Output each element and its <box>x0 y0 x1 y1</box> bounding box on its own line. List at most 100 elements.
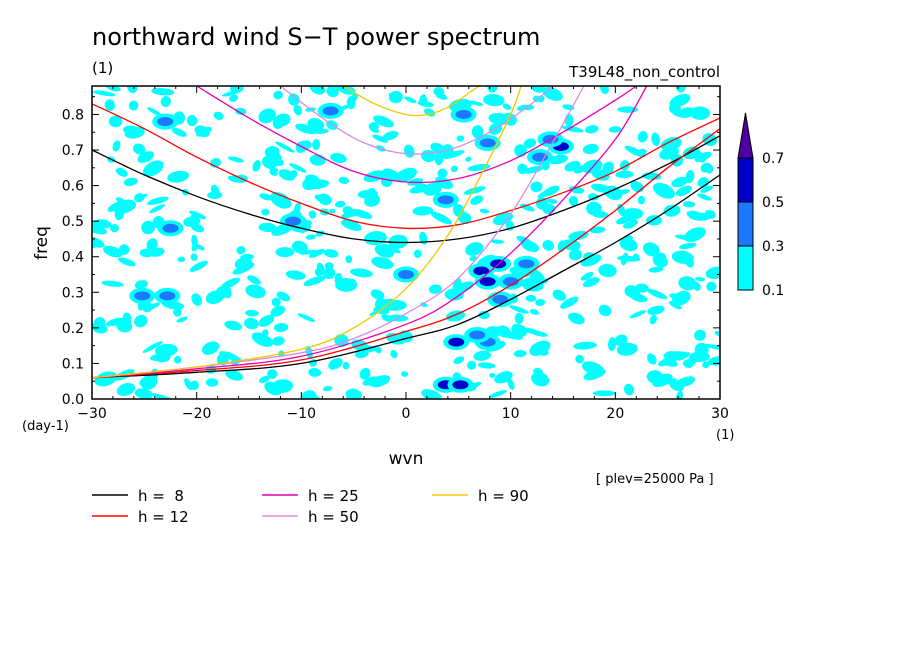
speckle-contour <box>245 284 266 299</box>
speckle-contour <box>568 249 582 261</box>
speckle-contour <box>258 108 276 124</box>
speckle-contour <box>134 314 148 328</box>
speckle-contour <box>706 281 717 292</box>
speckle-contour <box>258 375 270 384</box>
speckle-contour <box>581 361 605 376</box>
speckle-contour <box>582 277 600 288</box>
speckle-contour <box>236 246 246 255</box>
speckle-contour <box>267 369 278 379</box>
speckle-contour <box>442 150 465 159</box>
speckle-contour <box>351 93 358 101</box>
colorbar-label: 0.5 <box>762 195 784 211</box>
speckle-contour <box>334 272 343 286</box>
speckle-contour <box>507 378 515 390</box>
power-region <box>492 294 509 304</box>
speckle-contour <box>573 165 585 174</box>
speckle-contour <box>303 275 326 287</box>
speckle-contour <box>229 94 239 102</box>
speckle-contour <box>190 253 198 261</box>
speckle-contour <box>295 123 318 135</box>
speckle-contour <box>93 90 116 97</box>
power-region-core <box>476 268 486 274</box>
speckle-contour <box>430 211 452 225</box>
speckle-contour <box>122 312 132 326</box>
speckle-contour <box>308 210 317 219</box>
speckle-contour <box>258 222 277 233</box>
speckle-contour <box>173 307 182 317</box>
speckle-contour <box>247 275 261 285</box>
speckle-contour <box>305 234 317 240</box>
speckle-contour <box>662 378 677 385</box>
x-tick-label: −20 <box>182 406 212 422</box>
speckle-contour <box>479 208 490 214</box>
speckle-contour <box>118 257 136 267</box>
power-region <box>502 277 519 287</box>
speckle-contour <box>142 341 163 353</box>
speckle-contour <box>635 148 647 157</box>
speckle-contour <box>457 211 472 225</box>
speckle-contour <box>615 170 634 179</box>
speckle-contour <box>420 302 428 308</box>
speckle-contour <box>456 135 465 142</box>
speckle-contour <box>637 131 648 143</box>
chart-title: northward wind S−T power spectrum <box>92 23 540 51</box>
speckle-contour <box>370 289 385 300</box>
speckle-contour <box>590 183 612 193</box>
x-tick-label: 30 <box>711 406 729 422</box>
speckle-contour <box>637 195 646 205</box>
speckle-contour <box>575 354 584 364</box>
speckle-contour <box>647 353 657 365</box>
speckle-contour <box>221 90 241 97</box>
x-tick-label: −30 <box>77 406 107 422</box>
speckle-contour <box>679 242 697 250</box>
legend-label: h = 90 <box>478 487 529 505</box>
speckle-contour <box>264 155 285 167</box>
speckle-contour <box>342 362 350 370</box>
colorbar-arrow <box>737 112 754 159</box>
speckle-contour <box>127 86 138 94</box>
speckle-contour <box>110 224 119 233</box>
speckle-contour <box>580 254 602 267</box>
speckle-contour <box>93 317 106 331</box>
speckle-contour <box>305 174 320 184</box>
speckle-contour <box>275 141 295 153</box>
speckle-contour <box>232 262 255 275</box>
power-region-core <box>451 339 461 345</box>
speckle-contour <box>395 167 417 183</box>
speckle-contour <box>690 106 711 120</box>
y-axis-title: freq <box>32 226 52 260</box>
x-tick-label: −10 <box>287 406 317 422</box>
x-tick-label: 20 <box>606 406 624 422</box>
speckle-contour <box>104 99 116 111</box>
speckle-contour <box>648 266 664 273</box>
speckle-contour <box>483 94 505 107</box>
speckle-contour <box>623 383 635 396</box>
speckle-contour <box>619 237 638 252</box>
speckle-contour <box>264 381 282 396</box>
curve-kelvin <box>92 86 648 379</box>
speckle-contour <box>667 351 690 359</box>
y-tick-label: 0.6 <box>62 179 84 195</box>
speckle-contour <box>587 193 599 201</box>
speckle-contour <box>275 247 295 258</box>
speckle-contour <box>314 194 327 202</box>
power-region <box>518 259 535 269</box>
y-axis-ticks: 0.0 0.1 0.2 0.3 0.4 0.5 0.6 0.7 0.8 <box>62 96 720 408</box>
speckle-contour <box>334 200 346 208</box>
speckle-contour <box>697 177 710 188</box>
colorbar-label: 0.1 <box>762 283 784 299</box>
speckle-contour <box>548 154 568 165</box>
speckle-contour <box>467 360 477 370</box>
speckle-contour <box>533 377 545 383</box>
speckle-contour <box>338 176 350 184</box>
speckle-contour <box>703 343 720 350</box>
speckle-contour <box>434 151 444 166</box>
speckle-contour <box>141 220 156 235</box>
speckle-contour <box>687 356 697 366</box>
speckle-contour <box>258 314 275 327</box>
y-tick-label: 0.3 <box>62 285 84 301</box>
speckle-contour <box>307 117 325 131</box>
speckle-contour <box>490 239 504 244</box>
speckle-contour <box>643 242 660 257</box>
speckle-contour <box>685 170 695 184</box>
